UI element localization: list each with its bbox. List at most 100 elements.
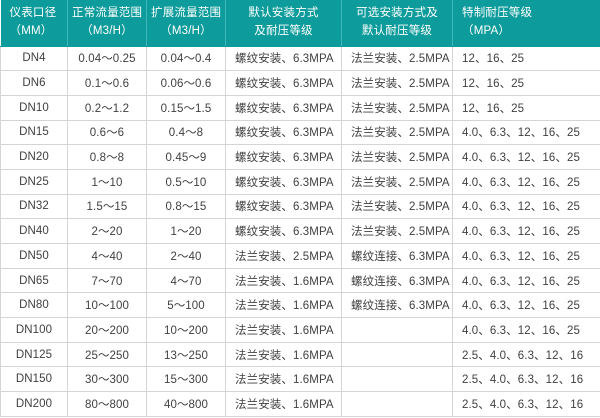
cell-custom-pressure: 2.5、4.0、6.3、12、16	[452, 341, 600, 368]
cell-custom-pressure: 4.0、6.3、12、16、25	[452, 218, 600, 244]
cell-extended-flow: 4～70	[146, 267, 226, 294]
column-header-optional-install-line2: 默认耐压等级	[361, 24, 433, 37]
table-row: DN6 0.1～0.6 0.06～0.6 螺纹安装、6.3MPA 法兰安装、2.5MPA…	[0, 70, 600, 96]
cell-custom-pressure: 4.0、6.3、12、16、25	[452, 119, 600, 146]
cell-extended-flow: 0.15～1.5	[146, 94, 226, 121]
column-header-diameter-line2: （MM）	[9, 24, 53, 37]
cell-default-install: 法兰安装、1.6MPA	[225, 292, 342, 319]
cell-extended-flow: 2～40	[146, 243, 226, 269]
cell-optional-install: 法兰安装、2.5MPA	[341, 94, 453, 121]
cell-normal-flow: 1～10	[67, 168, 147, 195]
column-header-custom-pressure-line1: 特制耐压等级	[462, 6, 533, 19]
cell-optional-install: 法兰安装、2.5MPA	[341, 144, 453, 170]
cell-normal-flow: 25～250	[67, 341, 147, 368]
cell-diameter: DN200	[0, 391, 68, 417]
table-row: DN25 1～10 0.5～10 螺纹安装、6.3MPA 法兰安装、2.5MPA 4.0、…	[0, 168, 600, 195]
table-body: DN4 0.04～0.25 0.04～0.4 螺纹安装、6.3MPA 法兰安装、2.5M…	[0, 45, 600, 417]
cell-custom-pressure: 4.0、6.3、12、16、25	[452, 243, 600, 269]
column-header-diameter: 仪表口径 （MM）	[0, 0, 68, 47]
cell-custom-pressure: 12、16、25	[452, 94, 600, 121]
cell-default-install: 螺纹安装、6.3MPA	[225, 119, 342, 146]
column-header-normal-flow-line1: 正常流量范围	[72, 6, 143, 19]
cell-diameter: DN10	[0, 94, 68, 121]
cell-normal-flow: 80～800	[67, 391, 147, 417]
cell-normal-flow: 0.04～0.25	[67, 45, 147, 72]
table-row: DN50 4～40 2～40 法兰安装、2.5MPA 螺纹连接、6.3MPA 4.0、6.…	[0, 243, 600, 269]
cell-diameter: DN80	[0, 292, 68, 319]
column-header-normal-flow: 正常流量范围 （M3/H）	[67, 0, 147, 47]
cell-default-install: 法兰安装、1.6MPA	[225, 317, 342, 343]
cell-extended-flow: 15～300	[146, 366, 226, 393]
cell-diameter: DN20	[0, 144, 68, 170]
cell-extended-flow: 40～800	[146, 391, 226, 417]
cell-diameter: DN150	[0, 366, 68, 393]
header-row: 仪表口径 （MM） 正常流量范围 （M3/H） 扩展流量范围 （M3/H） 默认…	[0, 0, 600, 47]
cell-custom-pressure: 4.0、6.3、12、16、25	[452, 292, 600, 319]
column-header-default-install: 默认安装方式 及耐压等级	[225, 0, 342, 47]
column-header-default-install-line2: 及耐压等级	[254, 24, 313, 37]
cell-custom-pressure: 4.0、6.3、12、16、25	[452, 193, 600, 220]
table-row: DN125 25～250 13～250 法兰安装、1.6MPA 2.5、4.0、6.3、…	[0, 341, 600, 368]
cell-custom-pressure: 12、16、25	[452, 45, 600, 72]
column-header-normal-flow-line2: （M3/H）	[81, 24, 133, 37]
cell-default-install: 法兰安装、1.6MPA	[225, 391, 342, 417]
column-header-extended-flow: 扩展流量范围 （M3/H）	[146, 0, 226, 47]
table-row: DN80 10～100 5～100 法兰安装、1.6MPA 螺纹连接、6.3MPA 4.0…	[0, 292, 600, 319]
cell-normal-flow: 20～200	[67, 317, 147, 343]
cell-extended-flow: 0.45～9	[146, 144, 226, 170]
column-header-default-install-line1: 默认安装方式	[248, 6, 319, 19]
cell-default-install: 螺纹安装、6.3MPA	[225, 45, 342, 72]
cell-default-install: 螺纹安装、6.3MPA	[225, 168, 342, 195]
cell-optional-install: 螺纹连接、6.3MPA	[341, 267, 453, 294]
cell-extended-flow: 0.8～15	[146, 193, 226, 220]
cell-diameter: DN50	[0, 243, 68, 269]
cell-custom-pressure: 4.0、6.3、12、16、25	[452, 317, 600, 343]
table-row: DN15 0.6～6 0.4～8 螺纹安装、6.3MPA 法兰安装、2.5MPA 4.0、…	[0, 119, 600, 146]
cell-diameter: DN100	[0, 317, 68, 343]
cell-extended-flow: 1～20	[146, 218, 226, 244]
cell-extended-flow: 5～100	[146, 292, 226, 319]
column-header-custom-pressure: 特制耐压等级 （MPA）	[452, 0, 600, 47]
cell-extended-flow: 13～250	[146, 341, 226, 368]
cell-extended-flow: 10～200	[146, 317, 226, 343]
cell-normal-flow: 0.6～6	[67, 119, 147, 146]
cell-normal-flow: 0.2～1.2	[67, 94, 147, 121]
cell-custom-pressure: 2.5、4.0、6.3、12、16	[452, 366, 600, 393]
cell-diameter: DN4	[0, 45, 68, 72]
column-header-optional-install: 可选安装方式及 默认耐压等级	[341, 0, 453, 47]
cell-normal-flow: 10～100	[67, 292, 147, 319]
cell-optional-install	[341, 391, 453, 417]
table-row: DN10 0.2～1.2 0.15～1.5 螺纹安装、6.3MPA 法兰安装、2.5MP…	[0, 94, 600, 121]
cell-diameter: DN65	[0, 267, 68, 294]
cell-extended-flow: 0.06～0.6	[146, 70, 226, 96]
cell-optional-install: 法兰安装、2.5MPA	[341, 119, 453, 146]
cell-default-install: 法兰安装、2.5MPA	[225, 243, 342, 269]
cell-optional-install: 法兰安装、2.5MPA	[341, 168, 453, 195]
cell-optional-install: 法兰安装、2.5MPA	[341, 193, 453, 220]
cell-diameter: DN125	[0, 341, 68, 368]
cell-diameter: DN32	[0, 193, 68, 220]
cell-default-install: 法兰安装、1.6MPA	[225, 267, 342, 294]
cell-default-install: 螺纹安装、6.3MPA	[225, 94, 342, 121]
cell-optional-install: 法兰安装、2.5MPA	[341, 218, 453, 244]
cell-extended-flow: 0.04～0.4	[146, 45, 226, 72]
cell-custom-pressure: 4.0、6.3、12、16、25	[452, 267, 600, 294]
cell-diameter: DN6	[0, 70, 68, 96]
cell-optional-install: 法兰安装、2.5MPA	[341, 45, 453, 72]
cell-optional-install: 螺纹连接、6.3MPA	[341, 243, 453, 269]
table-row: DN32 1.5～15 0.8～15 螺纹安装、6.3MPA 法兰安装、2.5MPA 4.…	[0, 193, 600, 220]
table-row: DN200 80～800 40～800 法兰安装、1.6MPA 2.5、4.0、6.3、…	[0, 391, 600, 417]
table-header: 仪表口径 （MM） 正常流量范围 （M3/H） 扩展流量范围 （M3/H） 默认…	[0, 0, 600, 47]
cell-default-install: 螺纹安装、6.3MPA	[225, 144, 342, 170]
cell-diameter: DN40	[0, 218, 68, 244]
cell-optional-install	[341, 341, 453, 368]
cell-custom-pressure: 4.0、6.3、12、16、25	[452, 144, 600, 170]
cell-default-install: 螺纹安装、6.3MPA	[225, 70, 342, 96]
cell-default-install: 螺纹安装、6.3MPA	[225, 193, 342, 220]
table-row: DN40 2～20 1～20 螺纹安装、6.3MPA 法兰安装、2.5MPA 4.0、6.…	[0, 218, 600, 244]
cell-default-install: 螺纹安装、6.3MPA	[225, 218, 342, 244]
cell-normal-flow: 4～40	[67, 243, 147, 269]
column-header-custom-pressure-line2: （MPA）	[462, 24, 511, 37]
column-header-extended-flow-line1: 扩展流量范围	[151, 6, 222, 19]
cell-normal-flow: 0.8～8	[67, 144, 147, 170]
